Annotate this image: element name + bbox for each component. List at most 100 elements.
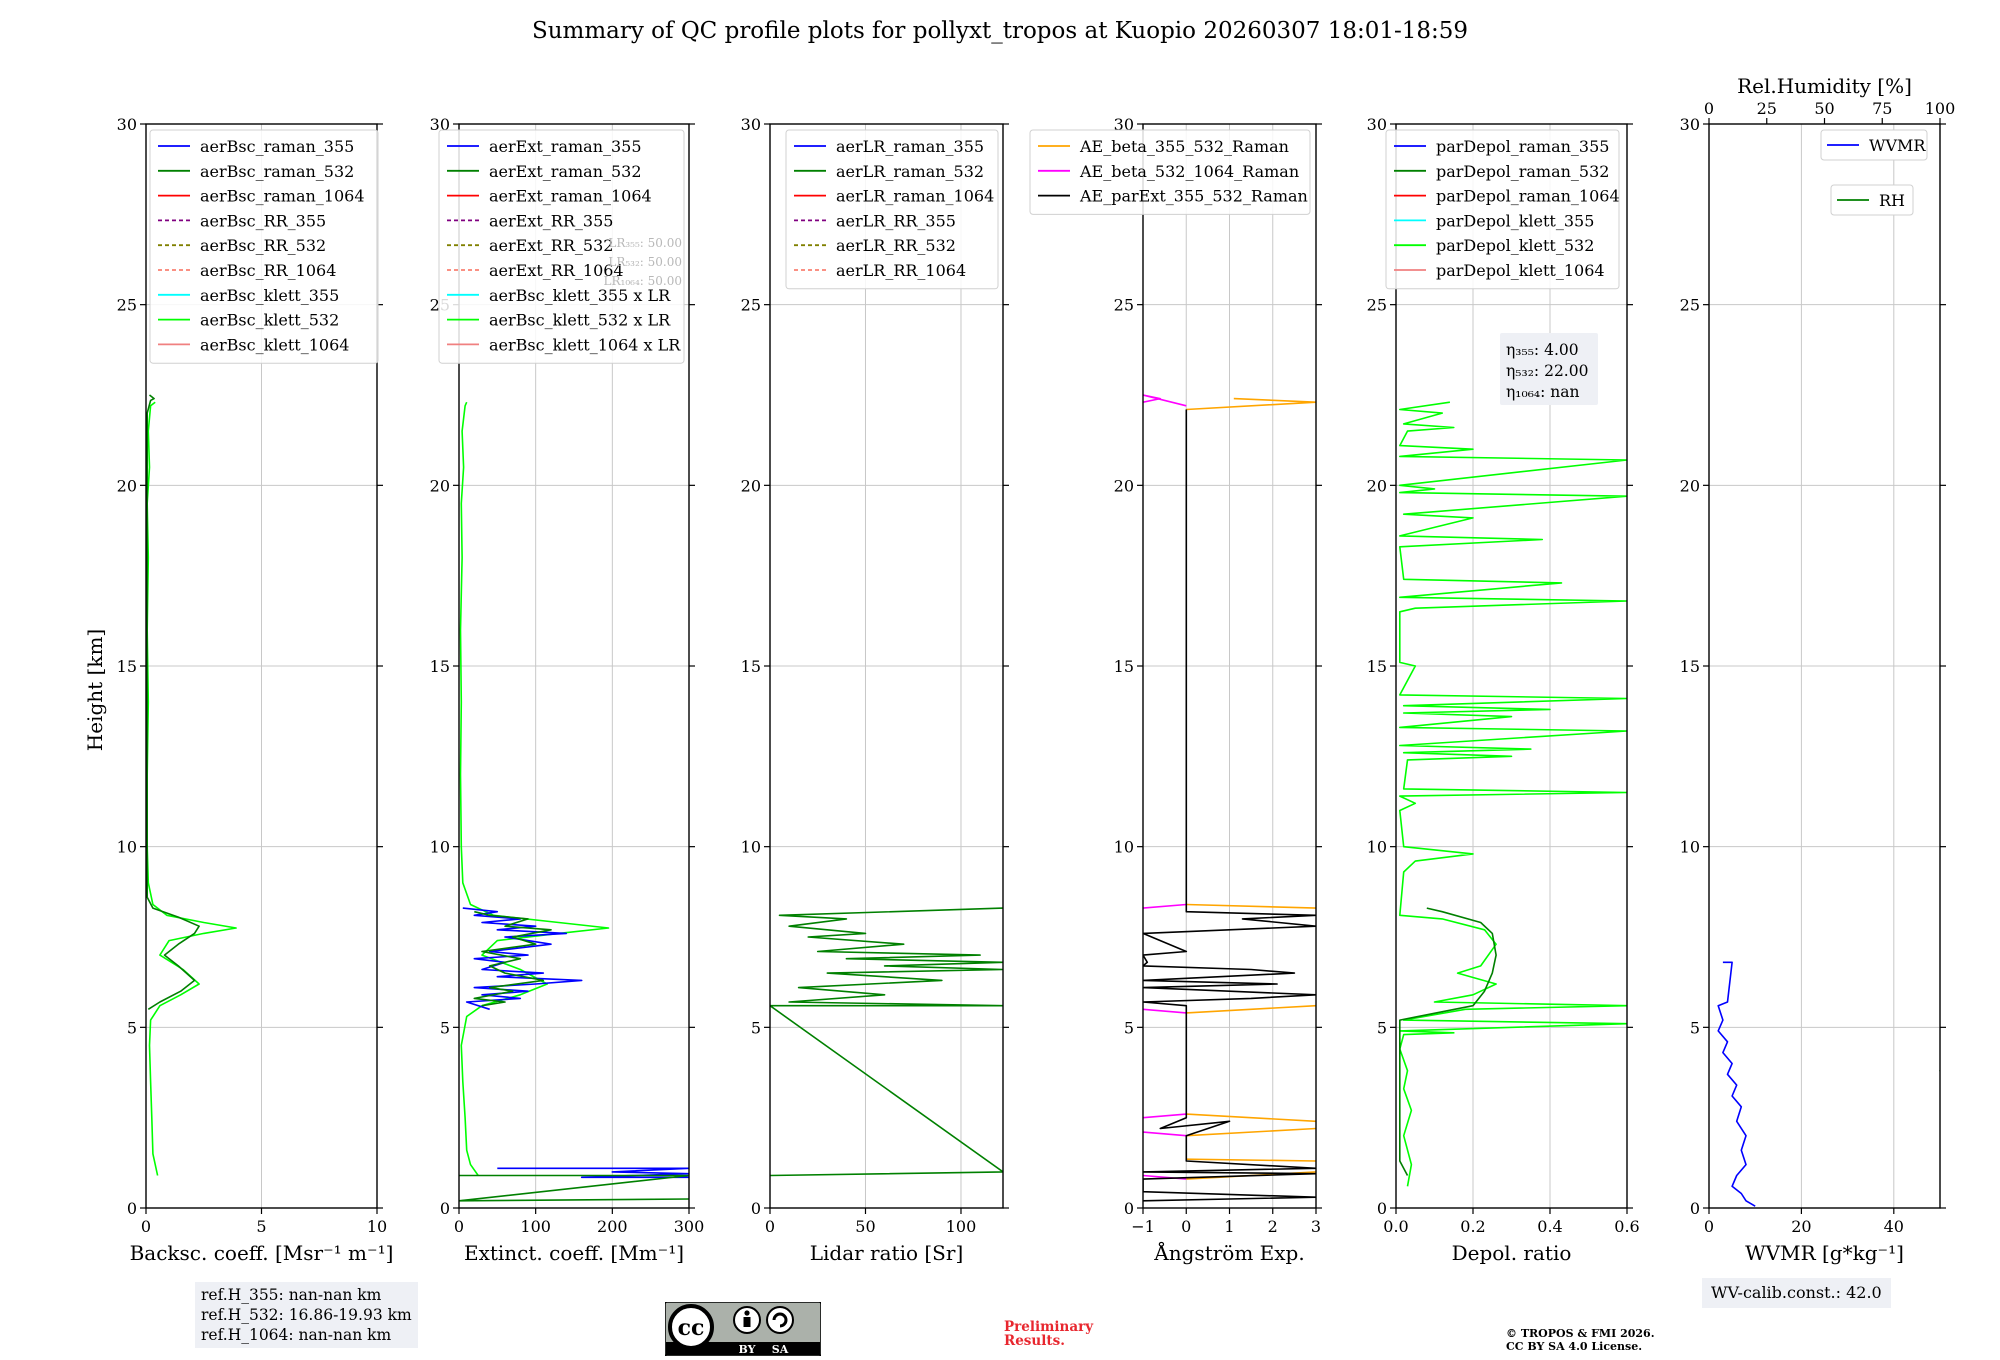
x-axis-label: Ångström Exp.: [1153, 1240, 1304, 1265]
lidar-ratio-annotation: LR₃₅₅: 50.00: [608, 236, 682, 250]
cc-sa-text: SA: [772, 1343, 789, 1356]
legend-label: RH: [1879, 191, 1905, 210]
svg-text:cc: cc: [678, 1315, 705, 1341]
legend-label: WVMR: [1869, 136, 1926, 155]
y-tick-label: 10: [1367, 838, 1387, 857]
y-tick-label: 10: [741, 838, 761, 857]
preliminary-line-1: Preliminary: [1004, 1319, 1094, 1335]
legend-box: [1029, 129, 1311, 215]
y-tick-label: 15: [1367, 657, 1387, 676]
eta-label: η₁₀₆₄: nan: [1506, 383, 1580, 401]
y-tick-label: 25: [1114, 296, 1134, 315]
legend-box: [785, 129, 999, 290]
x-tick-label: 50: [855, 1217, 875, 1236]
top-x-tick-label: 25: [1757, 99, 1777, 118]
y-tick-label: 0: [1124, 1199, 1134, 1218]
top-x-tick-label: 75: [1872, 99, 1892, 118]
series-aerbsc-raman-532: [146, 394, 200, 1010]
x-tick-label: 40: [1884, 1217, 1904, 1236]
legend-label: AE_beta_355_532_Raman: [1079, 137, 1289, 156]
y-tick-label: 15: [430, 657, 450, 676]
y-tick-label: 20: [1680, 476, 1700, 495]
top-x-tick-label: 50: [1814, 99, 1834, 118]
y-tick-label: 25: [1680, 296, 1700, 315]
series-ae-beta-355-532-raman-a: [1186, 397, 1316, 411]
y-tick-label: 10: [117, 838, 137, 857]
x-tick-label: 0: [1181, 1217, 1191, 1236]
y-tick-label: 15: [1680, 657, 1700, 676]
legend-label: aerLR_RR_355: [836, 211, 956, 230]
copyright-note: © TROPOS & FMI 2026. CC BY SA 4.0 Licens…: [1506, 1327, 1655, 1353]
legend-label: aerExt_raman_1064: [489, 187, 652, 206]
y-tick-label: 15: [741, 657, 761, 676]
y-tick-label: 20: [741, 476, 761, 495]
x-axis-label: Backsc. coeff. [Msr⁻¹ m⁻¹]: [130, 1241, 394, 1265]
series-group: [1717, 961, 1940, 1207]
legend: AE_beta_355_532_Raman AE_beta_532_1064_Ra…: [1029, 129, 1311, 215]
legend-label: aerBsc_raman_1064: [200, 187, 365, 206]
top-x-axis-label: Rel.Humidity [%]: [1737, 74, 1912, 98]
cc-by-sa-license-icon: cc BY SA: [665, 1302, 821, 1356]
legend-label: aerExt_RR_1064: [489, 261, 624, 280]
legend-box: [1385, 129, 1620, 290]
legend-label: aerBsc_klett_355 x LR: [489, 286, 671, 305]
legend-label: parDepol_klett_355: [1436, 211, 1594, 230]
legend-label: aerBsc_RR_355: [200, 211, 326, 230]
top-x-tick-label: 0: [1704, 99, 1714, 118]
legend-label: aerBsc_RR_1064: [200, 261, 336, 280]
preliminary-results-note: Preliminary Results.: [1004, 1320, 1093, 1348]
y-tick-label: 0: [1690, 1199, 1700, 1218]
y-tick-label: 5: [440, 1018, 450, 1037]
series-aerext-raman-355: [462, 907, 583, 1011]
series-rh: [1939, 1069, 1940, 1072]
series-ae-beta-532-1064-raman-a: [1143, 394, 1187, 407]
legend: WVMR RH: [1820, 129, 1928, 216]
series-aerext-raman-532-low: [459, 1174, 689, 1202]
y-tick-label: 30: [741, 115, 761, 134]
series-group: [146, 394, 237, 1176]
legend-label: aerLR_raman_355: [836, 137, 984, 156]
series-group: [770, 907, 1003, 1177]
series-pardepol-klett-532: [1399, 401, 1627, 1187]
y-tick-label: 10: [430, 838, 450, 857]
height-axis-label: Height [km]: [83, 629, 107, 751]
series-group: [1143, 394, 1316, 1202]
y-tick-label: 0: [127, 1199, 137, 1218]
panel-lidar-ratio: 0 5 10 15 20 25 30 0 50 100 Lidar ratio [Sr] aerLR_…: [741, 115, 1009, 1265]
x-tick-label: 0: [1704, 1217, 1714, 1236]
legend-box: [1830, 184, 1914, 216]
series-ae-beta-355-532-raman-b: [1186, 903, 1316, 909]
x-tick-label: 3: [1311, 1217, 1321, 1236]
y-tick-label: 30: [1680, 115, 1700, 134]
x-tick-label: 0.2: [1460, 1217, 1485, 1236]
y-tick-label: 25: [1367, 296, 1387, 315]
x-tick-label: 0.4: [1537, 1217, 1562, 1236]
panel-extinction: 0510152025300100200300Extinct. coeff. [M…: [430, 115, 705, 1265]
y-tick-label: 0: [440, 1199, 450, 1218]
legend-label: aerBsc_klett_1064: [200, 335, 349, 354]
y-tick-label: 30: [1114, 115, 1134, 134]
legend-label: parDepol_raman_532: [1436, 162, 1609, 181]
y-tick-label: 15: [1114, 657, 1134, 676]
top-x-tick-label: 100: [1925, 99, 1956, 118]
y-tick-label: 20: [1114, 476, 1134, 495]
y-tick-label: 25: [741, 296, 761, 315]
series-ae-beta-355-532-raman-e: [1186, 1127, 1316, 1137]
y-tick-label: 5: [1377, 1018, 1387, 1037]
y-tick-label: 25: [117, 296, 137, 315]
series-pardepol-raman-532: [1399, 907, 1497, 1176]
ref-height-355: ref.H_355: nan-nan km: [201, 1286, 382, 1304]
legend-label: AE_beta_532_1064_Raman: [1079, 162, 1299, 181]
cc-by-text: BY: [739, 1343, 756, 1356]
y-tick-label: 5: [1690, 1018, 1700, 1037]
eta-box: [1500, 333, 1598, 405]
series-ae-beta-532-1064-raman-b: [1143, 903, 1187, 909]
series-ae-beta-355-532-raman-d: [1186, 1113, 1316, 1123]
series-group: [1399, 401, 1627, 1187]
series-aerlr-raman-532: [770, 907, 1003, 1177]
legend-label: aerExt_raman_532: [489, 162, 642, 181]
legend: aerLR_raman_355 aerLR_raman_532 aerLR_rama…: [785, 129, 999, 290]
